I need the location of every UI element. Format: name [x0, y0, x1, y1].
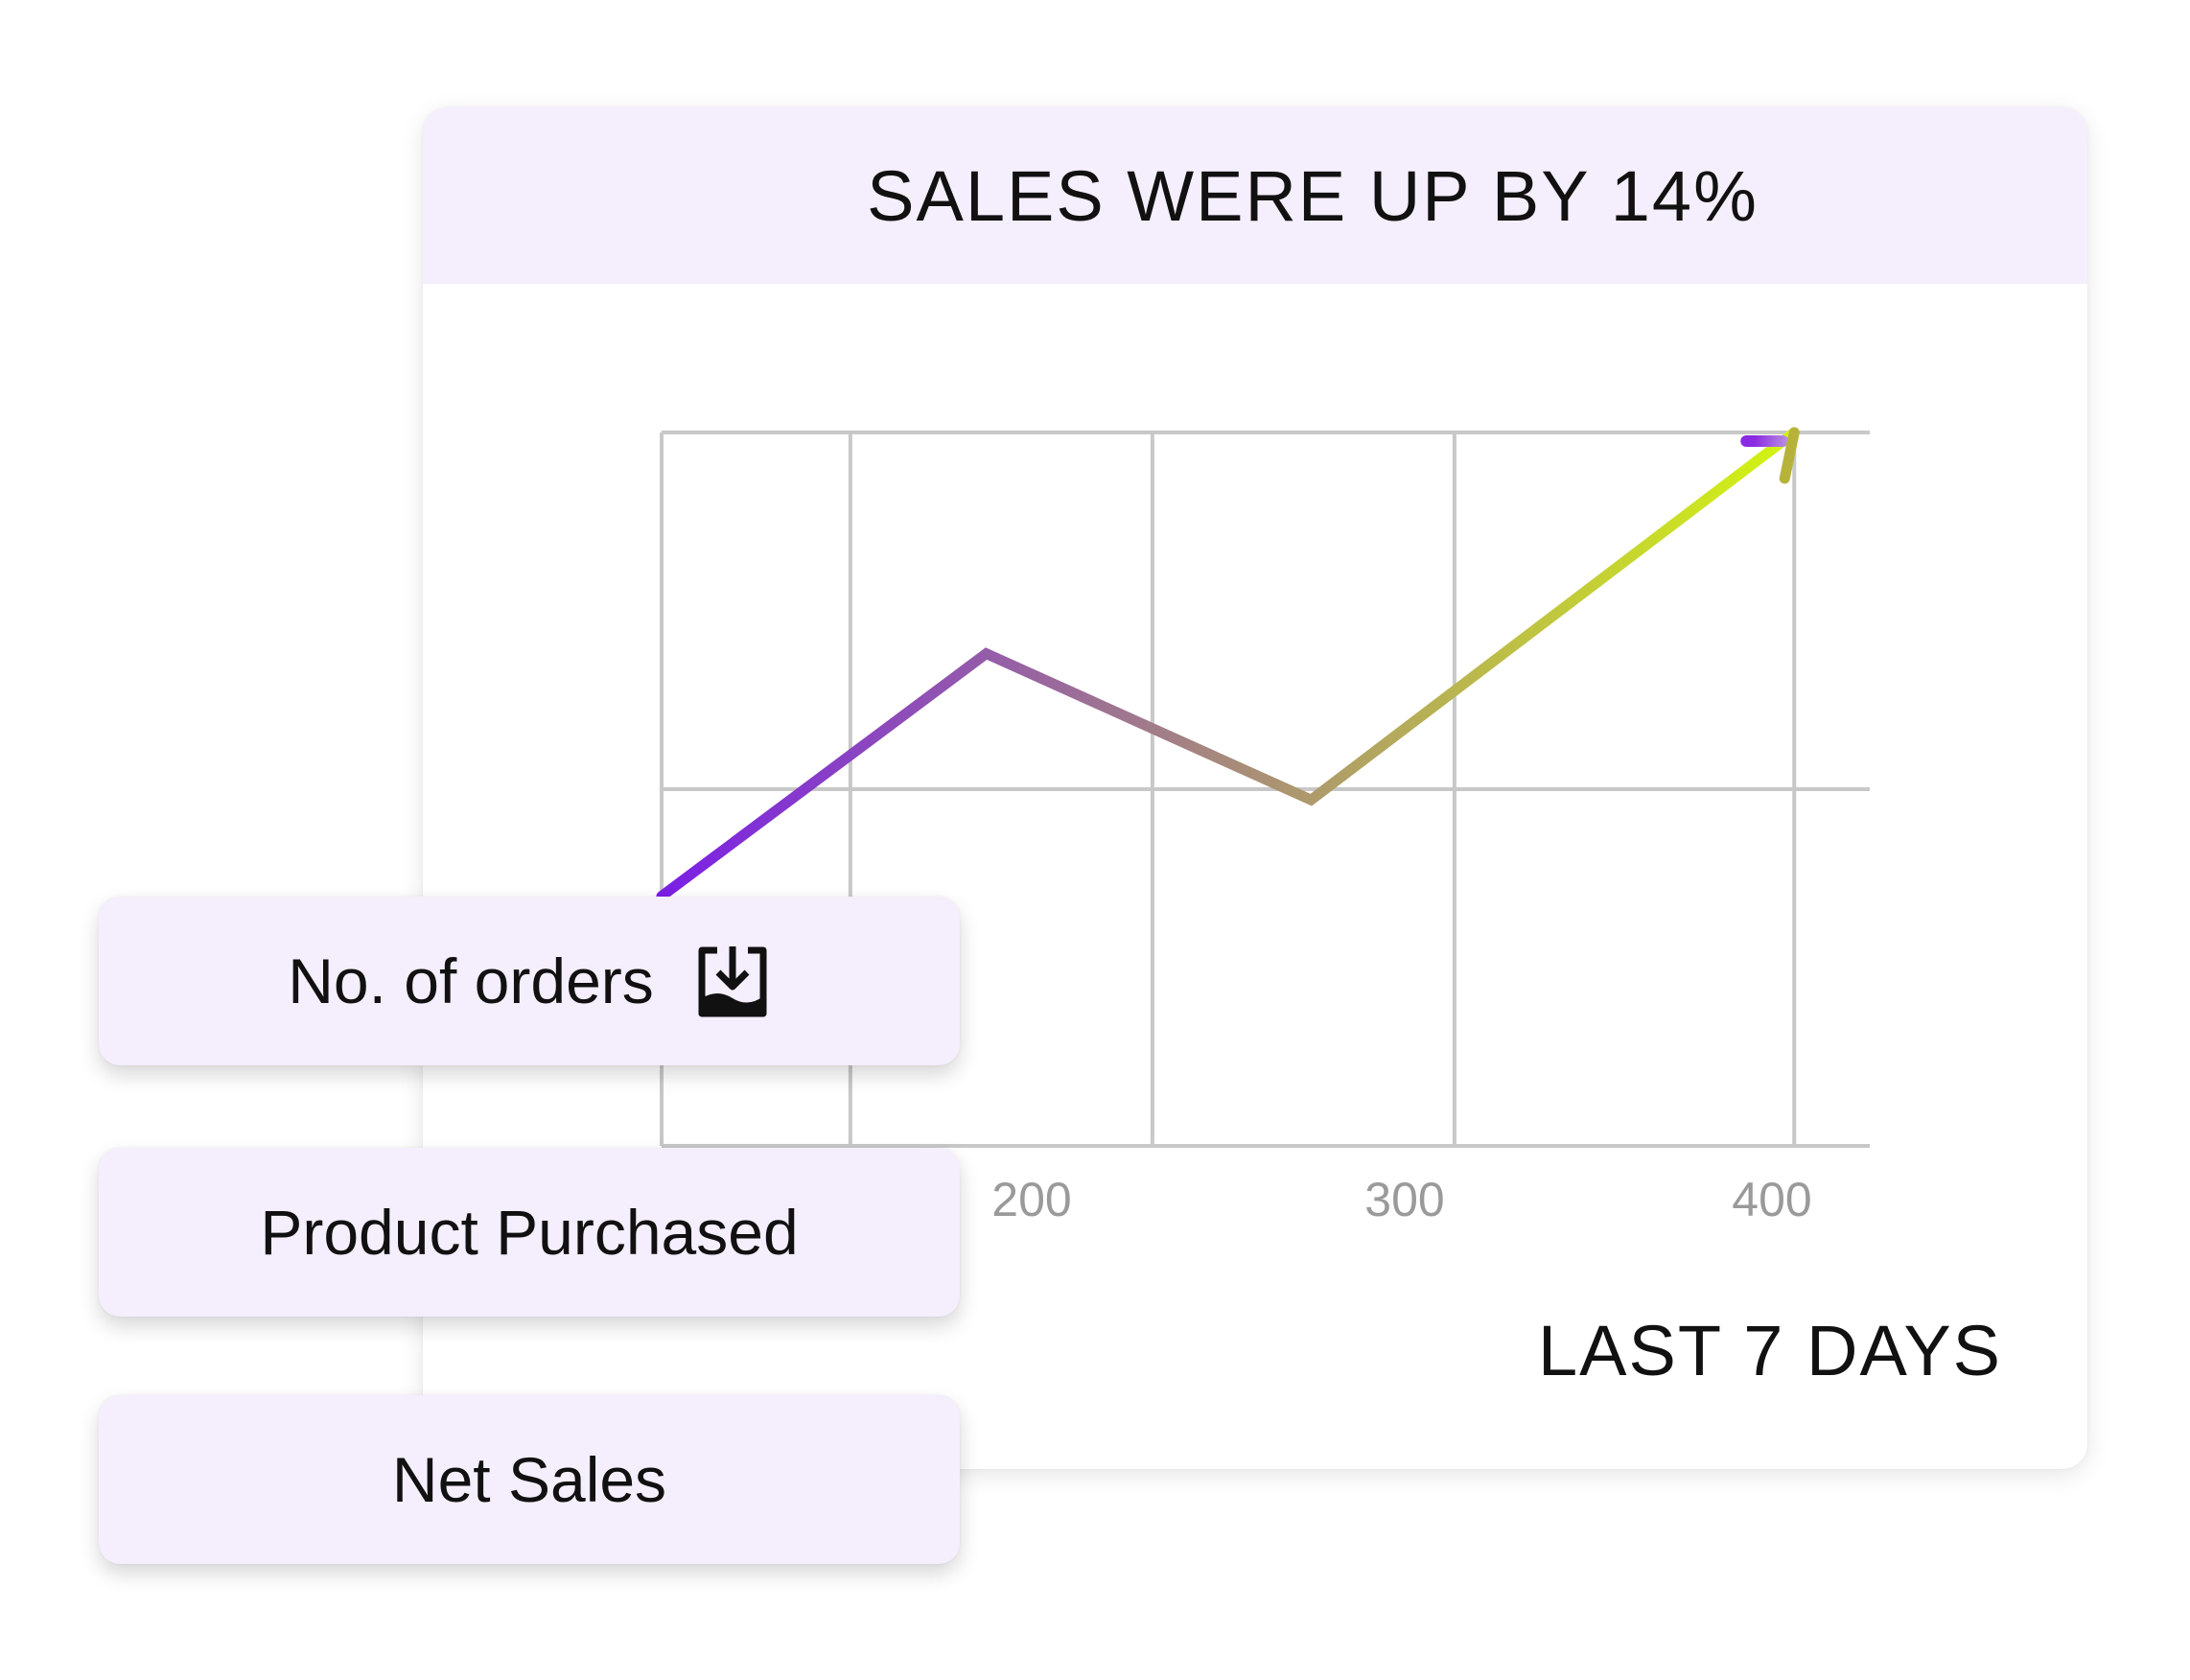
arrow-head	[1779, 427, 1800, 484]
x-tick-label-300: 300	[1364, 1173, 1444, 1226]
no-of-orders-button[interactable]: No. of orders	[99, 897, 960, 1065]
card-title: SALES WERE UP BY 14%	[867, 155, 1759, 236]
inbox-download-icon	[694, 943, 771, 1019]
series-line-0	[656, 427, 1800, 902]
x-tick-label-200: 200	[991, 1173, 1071, 1226]
net-sales-button[interactable]: Net Sales	[99, 1395, 960, 1564]
card-header: SALES WERE UP BY 14%	[423, 107, 2087, 284]
no-of-orders-label: No. of orders	[288, 945, 654, 1016]
product-purchased-label: Product Purchased	[260, 1197, 799, 1268]
product-purchased-button[interactable]: Product Purchased	[99, 1148, 960, 1317]
x-axis-ticks: 200 300 400	[991, 1173, 1811, 1226]
period-label: LAST 7 DAYS	[1538, 1311, 2003, 1390]
net-sales-label: Net Sales	[391, 1444, 667, 1515]
x-tick-label-400: 400	[1732, 1173, 1811, 1226]
series-line	[656, 427, 1800, 902]
